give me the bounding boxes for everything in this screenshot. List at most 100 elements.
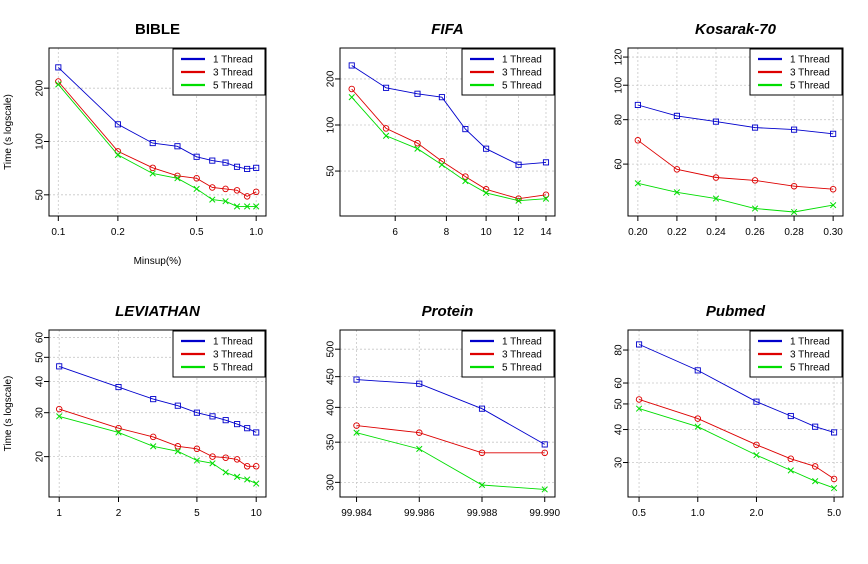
y-tick-label: 500	[326, 340, 337, 357]
data-point	[634, 137, 642, 144]
data-point	[541, 449, 548, 457]
data-point	[829, 185, 837, 193]
data-point	[233, 187, 241, 194]
data-point	[790, 208, 798, 216]
series-line-1-thread	[638, 343, 835, 433]
data-point	[462, 177, 469, 185]
series-line-1-thread	[59, 365, 257, 433]
data-point	[209, 453, 216, 460]
data-point	[831, 429, 838, 436]
data-point	[478, 449, 486, 457]
data-point	[150, 396, 157, 403]
data-point	[830, 475, 838, 483]
legend-label: 5 Thread	[790, 81, 830, 92]
data-point	[790, 182, 798, 190]
x-tick-label: 0.30	[823, 227, 843, 238]
chart-title: Protein	[422, 303, 474, 320]
legend-label: 3 Thread	[502, 68, 542, 79]
x-axis-label: Minsup(%)	[134, 256, 182, 267]
data-point	[635, 396, 643, 403]
data-point	[414, 145, 421, 152]
y-tick-label: 300	[326, 474, 337, 491]
data-point	[56, 363, 63, 370]
data-point	[712, 118, 720, 125]
data-point	[193, 175, 200, 182]
data-point	[253, 480, 260, 487]
data-point	[753, 451, 760, 459]
data-point	[382, 132, 390, 139]
data-point	[353, 422, 360, 429]
data-point	[209, 413, 216, 420]
data-point	[233, 163, 241, 170]
data-point	[209, 184, 216, 191]
data-point	[515, 197, 522, 204]
data-point	[478, 481, 486, 489]
x-tick-label: 10	[251, 508, 263, 519]
x-tick-label: 0.5	[632, 508, 646, 519]
legend-box	[749, 330, 843, 378]
y-tick-label: 450	[326, 368, 337, 385]
x-tick-label: 10	[481, 227, 493, 238]
chart-panel-6: Pubmed 0.5 1.0 2.0 5.0 30 40 50 60 80 1 Thread 3 Th…	[614, 303, 844, 519]
data-point	[438, 94, 445, 101]
data-point	[635, 405, 643, 412]
data-point	[812, 423, 819, 430]
legend-label: 5 Thread	[790, 363, 830, 374]
data-point	[694, 423, 701, 430]
series-line-3-thread	[57, 81, 257, 197]
legend-label: 3 Thread	[502, 350, 542, 361]
data-point	[114, 151, 122, 159]
data-point	[114, 121, 121, 128]
data-point	[416, 380, 423, 387]
data-point	[244, 425, 251, 432]
x-tick-label: 1	[56, 508, 62, 519]
data-point	[787, 412, 794, 420]
y-tick-label: 120	[614, 48, 625, 65]
data-point	[478, 405, 486, 412]
legend-label: 3 Thread	[213, 350, 253, 361]
data-point	[222, 454, 229, 461]
y-tick-label: 100	[326, 116, 337, 133]
data-point	[673, 112, 680, 119]
data-point	[252, 188, 260, 196]
data-point	[830, 130, 837, 137]
data-point	[233, 203, 241, 210]
data-point	[414, 90, 421, 97]
data-point	[150, 443, 157, 450]
x-tick-label: 99.984	[341, 508, 372, 519]
data-point	[253, 429, 260, 436]
x-tick-label: 12	[513, 227, 525, 238]
legend-label: 3 Thread	[213, 68, 253, 79]
x-tick-label: 99.990	[529, 508, 560, 519]
series-line-1-thread	[637, 104, 834, 135]
data-point	[149, 140, 156, 147]
data-point	[353, 376, 360, 383]
data-point	[174, 402, 181, 409]
data-point	[751, 177, 759, 184]
data-point	[348, 62, 355, 69]
x-tick-label: 14	[540, 227, 552, 238]
data-point	[174, 143, 181, 150]
data-point	[482, 186, 490, 193]
data-point	[244, 476, 251, 483]
x-tick-label: 2	[116, 508, 122, 519]
data-point	[634, 101, 641, 109]
data-point	[542, 191, 550, 199]
y-tick-label: 20	[35, 451, 46, 463]
chart-title: Pubmed	[706, 303, 766, 320]
series-line-1-thread	[351, 65, 547, 166]
data-point	[541, 486, 548, 493]
x-tick-label: 0.24	[706, 227, 726, 238]
chart-panel-5: Protein 99.984 99.986 99.988 99.990 300 350 400…	[326, 303, 561, 519]
data-point	[222, 159, 229, 166]
series-line-5-thread	[638, 408, 835, 489]
data-point	[149, 164, 156, 172]
series-line-3-thread	[59, 408, 257, 467]
data-point	[209, 460, 216, 467]
legend-label: 3 Thread	[790, 68, 830, 79]
data-point	[222, 185, 229, 193]
y-tick-label: 80	[614, 114, 625, 126]
series-line-1-thread	[57, 67, 257, 170]
data-point	[694, 415, 702, 422]
data-point	[438, 161, 446, 168]
